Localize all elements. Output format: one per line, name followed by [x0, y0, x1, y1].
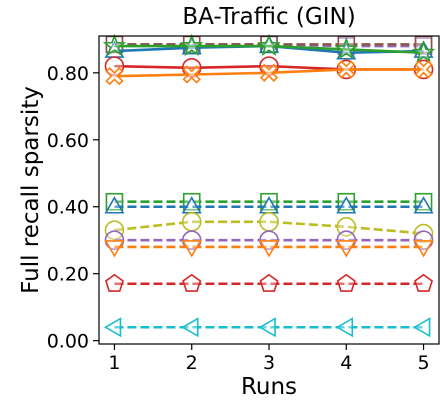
data-point: [181, 212, 202, 232]
data-point: [413, 196, 434, 214]
series-11: [104, 273, 434, 292]
data-point: [413, 240, 434, 258]
x-tick-label: 3: [263, 352, 275, 374]
data-point: [412, 317, 431, 338]
data-point: [334, 37, 358, 60]
data-point: [180, 33, 204, 56]
data-point: [182, 65, 201, 84]
data-point: [336, 196, 357, 214]
plot-area: [102, 33, 436, 338]
data-point: [104, 240, 125, 258]
x-axis-title: Runs: [241, 374, 297, 400]
data-point: [103, 317, 122, 338]
y-tick-label: 0.80: [47, 63, 89, 85]
x-axis: 1 2 3 4 5: [108, 344, 430, 374]
data-point: [337, 60, 356, 79]
x-tick-label: 4: [340, 352, 352, 374]
y-tick-label: 0.20: [47, 264, 89, 286]
series-line: [114, 44, 424, 55]
series-5: [105, 60, 433, 86]
data-point: [102, 33, 127, 56]
data-point: [259, 273, 279, 292]
data-point: [413, 223, 434, 244]
y-tick-label: 0.40: [47, 197, 89, 219]
y-axis-title: Full recall sparsity: [18, 86, 44, 294]
chart-title: BA-Traffic (GIN): [182, 4, 355, 30]
data-point: [336, 217, 357, 237]
data-point: [182, 273, 202, 292]
data-point: [411, 40, 436, 63]
series-10: [104, 240, 434, 258]
data-point: [258, 240, 280, 258]
data-point: [181, 240, 202, 258]
data-point: [414, 60, 433, 79]
data-point: [258, 317, 276, 338]
x-tick-label: 5: [417, 352, 429, 374]
series-12: [103, 317, 431, 338]
y-tick-label: 0.60: [47, 130, 89, 152]
series-8: [104, 212, 434, 244]
series-3: [102, 33, 436, 63]
data-point: [181, 317, 199, 338]
plot-frame: [98, 35, 440, 345]
data-point: [104, 273, 124, 292]
x-tick-label: 1: [108, 352, 120, 374]
data-point: [105, 67, 124, 86]
data-point: [104, 196, 125, 214]
data-point: [336, 240, 357, 258]
data-point: [257, 33, 281, 56]
y-axis: 0.00 0.20 0.40 0.60 0.80: [47, 63, 99, 353]
y-tick-label: 0.00: [47, 331, 89, 353]
series-7: [104, 196, 434, 214]
data-point: [259, 63, 279, 82]
data-point: [336, 273, 356, 292]
x-tick-label: 2: [186, 352, 198, 374]
data-point: [335, 317, 354, 338]
data-point: [414, 273, 434, 292]
data-point: [259, 212, 279, 232]
